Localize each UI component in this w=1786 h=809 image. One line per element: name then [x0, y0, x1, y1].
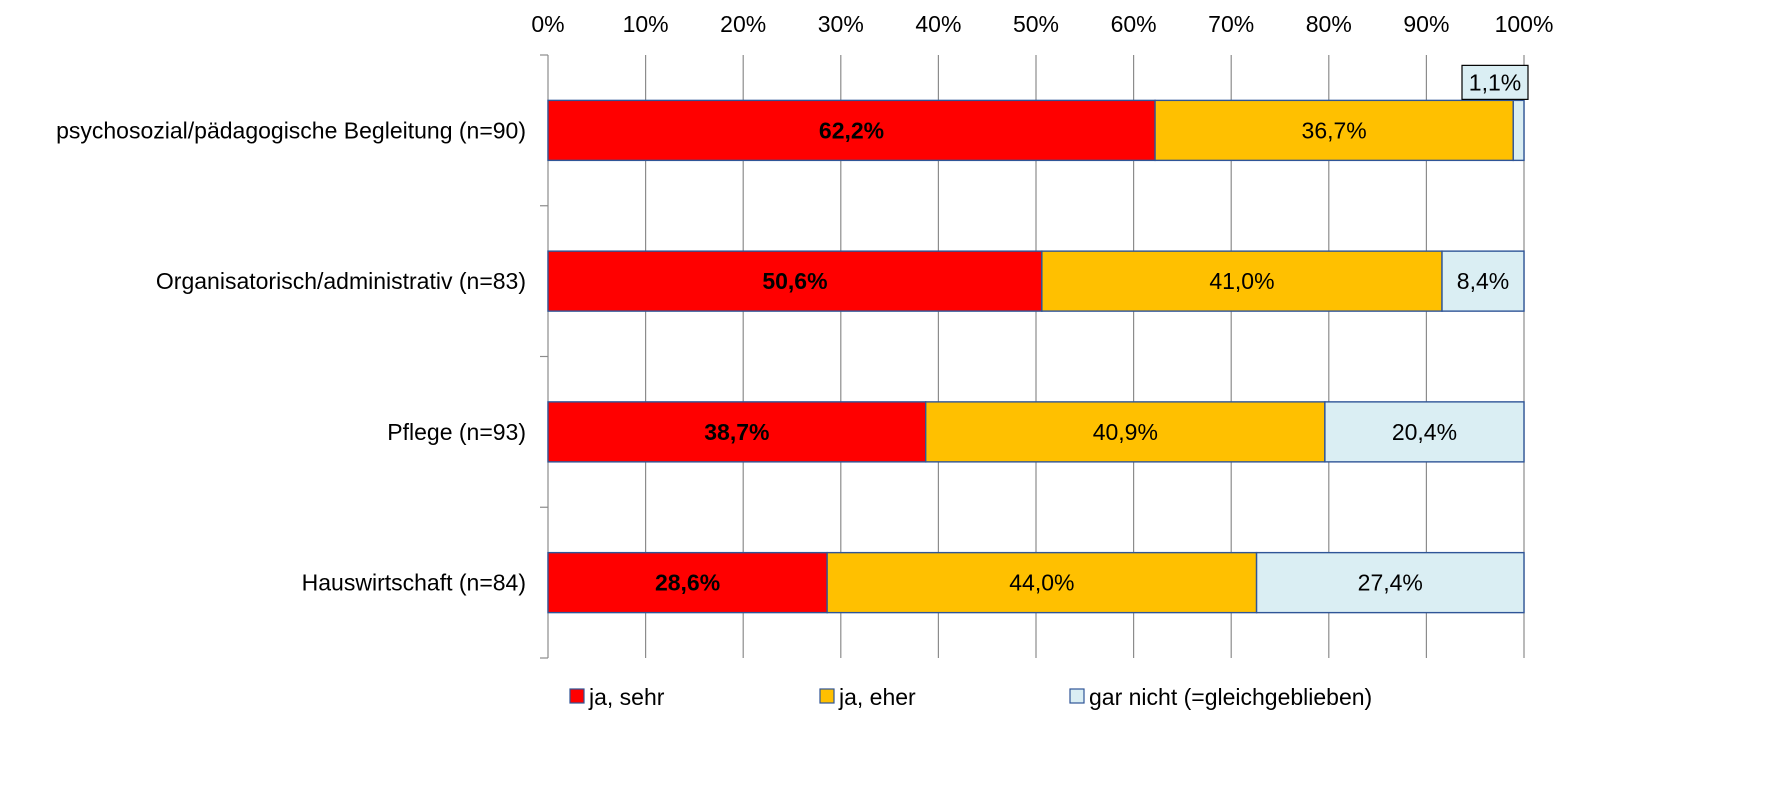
- bar-segment: [547, 401, 927, 463]
- x-tick-label: 90%: [1403, 11, 1449, 37]
- x-tick-label: 60%: [1111, 11, 1157, 37]
- bar-segment: [925, 401, 1326, 463]
- x-tick-label: 70%: [1208, 11, 1254, 37]
- data-label: 1,1%: [1469, 69, 1521, 95]
- legend-label: gar nicht (=gleichgeblieben): [1089, 684, 1372, 710]
- bar-segment: [1255, 551, 1525, 614]
- data-label: 36,7%: [1302, 117, 1367, 143]
- legend: ja, sehr ja, eher gar nicht (=gleichgeblie…: [569, 684, 1372, 710]
- legend-swatch: [569, 688, 585, 704]
- x-tick-label: 10%: [623, 11, 669, 37]
- legend-label: ja, sehr: [588, 684, 665, 710]
- legend-swatch: [819, 688, 835, 704]
- data-label: 20,4%: [1392, 419, 1457, 445]
- data-label: 38,7%: [704, 419, 769, 445]
- legend-swatch: [1069, 688, 1085, 704]
- bars: [547, 99, 1525, 614]
- data-label: 62,2%: [819, 117, 884, 143]
- data-label: 27,4%: [1358, 570, 1423, 596]
- x-tick-label: 80%: [1306, 11, 1352, 37]
- x-tick-label: 20%: [720, 11, 766, 37]
- data-labels: 62,2% 36,7% 1,1% 50,6% 41,0% 8,4% 38,7% 40,9% 20…: [655, 64, 1529, 596]
- bar-segment: [1441, 250, 1525, 312]
- data-label: 8,4%: [1457, 268, 1509, 294]
- data-label: 41,0%: [1209, 268, 1274, 294]
- axes: 0% 10% 20% 30% 40% 50% 60% 70% 80% 90% 100% psychos…: [56, 11, 1554, 659]
- x-tick-label: 50%: [1013, 11, 1059, 37]
- bar-segment: [547, 99, 1156, 162]
- data-label: 28,6%: [655, 570, 720, 596]
- bar-segment: [1154, 99, 1514, 162]
- bar-segment: [1512, 99, 1525, 162]
- x-tick-label: 30%: [818, 11, 864, 37]
- category-label: Organisatorisch/administrativ (n=83): [156, 268, 526, 294]
- x-tick-label: 40%: [915, 11, 961, 37]
- legend-label: ja, eher: [838, 684, 916, 710]
- data-label: 50,6%: [762, 268, 827, 294]
- bar-segment: [547, 250, 1043, 312]
- x-tick-label: 0%: [531, 11, 564, 37]
- category-label: psychosozial/pädagogische Begleitung (n=…: [56, 117, 526, 143]
- data-label: 44,0%: [1009, 570, 1074, 596]
- category-label: Pflege (n=93): [387, 419, 526, 445]
- category-label: Hauswirtschaft (n=84): [302, 570, 526, 596]
- data-label: 40,9%: [1093, 419, 1158, 445]
- bar-segment: [547, 551, 828, 614]
- bar-segment: [1041, 250, 1443, 312]
- bar-segment: [1324, 401, 1525, 463]
- bar-segment: [826, 551, 1258, 614]
- data-label-box: [1461, 64, 1529, 100]
- x-tick-label: 100%: [1495, 11, 1554, 37]
